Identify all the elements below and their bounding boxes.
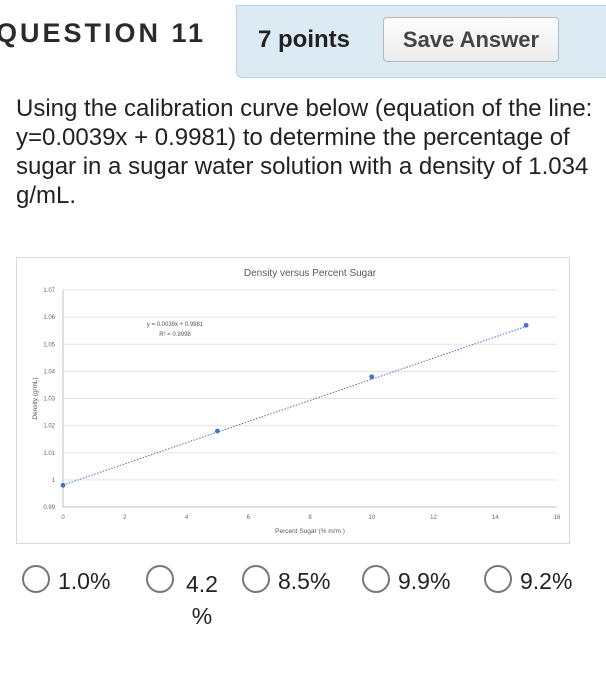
data-point	[214, 428, 220, 434]
option-label: 8.5%	[278, 568, 331, 594]
data-point	[369, 374, 375, 380]
radio-button[interactable]	[242, 565, 270, 593]
option-label: 4.2 %	[186, 571, 218, 629]
data-point	[523, 322, 529, 328]
y-tick-label: 1.05	[43, 342, 55, 348]
radio-button[interactable]	[22, 565, 50, 593]
trendline-equation: y = 0.0039x + 0.9981	[147, 322, 204, 328]
x-tick-label: 10	[368, 515, 375, 521]
question-header: QUESTION 11 7 points Save Answer	[0, 0, 606, 80]
radio-button[interactable]	[362, 565, 390, 593]
answer-options: 1.0% 4.2 % 8.5% 9.9% 9.2%	[22, 565, 602, 645]
x-tick-label: 0	[61, 515, 65, 521]
option-label: 9.2%	[520, 568, 573, 594]
radio-button[interactable]	[484, 565, 512, 593]
x-tick-label: 4	[185, 515, 189, 521]
option-label: 9.9%	[398, 568, 451, 594]
x-tick-label: 6	[247, 515, 251, 521]
radio-button[interactable]	[146, 565, 174, 593]
x-tick-label: 16	[554, 515, 561, 521]
y-tick-label: 1.04	[43, 369, 55, 375]
y-tick-label: 1.06	[43, 315, 55, 321]
y-tick-label: 1.02	[43, 424, 55, 430]
calibration-chart: Density versus Percent Sugar 0.99 1 1.01 1.0…	[16, 257, 570, 544]
save-answer-button[interactable]: Save Answer	[383, 17, 559, 62]
question-number: QUESTION 11	[0, 18, 207, 48]
y-tick-label: 1.07	[43, 288, 55, 294]
y-tick-label: 0.99	[43, 505, 55, 511]
trendline-r-squared: R² = 0.9998	[159, 332, 191, 338]
data-point	[60, 482, 66, 488]
points-label: 7 points	[258, 26, 351, 53]
chart-svg: Density versus Percent Sugar 0.99 1 1.01 1.0…	[32, 268, 561, 535]
question-text: Using the calibration curve below (equat…	[16, 95, 593, 209]
y-tick-label: 1.01	[43, 451, 55, 457]
x-tick-label: 14	[492, 515, 499, 521]
option-label: 1.0%	[58, 568, 111, 594]
x-tick-label: 8	[308, 515, 312, 521]
trendline	[62, 325, 527, 486]
y-tick-label: 1.03	[43, 397, 55, 403]
x-tick-label: 2	[123, 515, 127, 521]
y-tick-label: 1	[52, 478, 56, 484]
chart-title: Density versus Percent Sugar	[244, 268, 377, 279]
x-tick-label: 12	[430, 515, 437, 521]
x-axis-label: Percent Sugar (% m/m )	[275, 528, 345, 535]
y-axis-label: Density (g/mL)	[32, 377, 39, 419]
